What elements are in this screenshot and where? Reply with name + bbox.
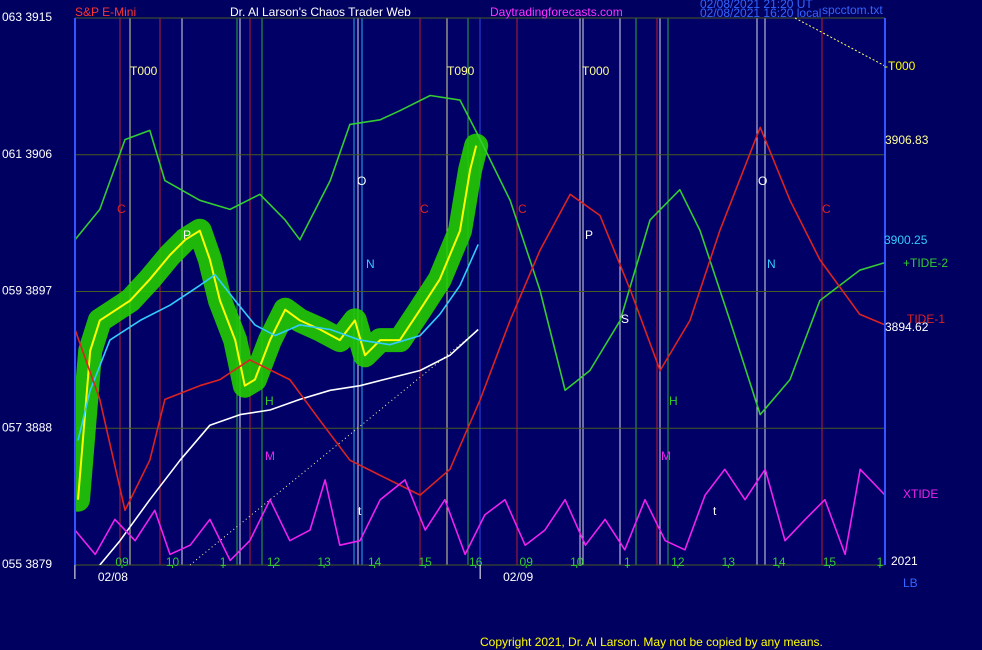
annotation: N xyxy=(366,257,375,271)
copyright: Copyright 2021, Dr. Al Larson. May not b… xyxy=(480,635,823,649)
x-tick-label: 13 xyxy=(317,555,331,569)
annotation: T090 xyxy=(447,64,475,78)
date-label: 02/08 xyxy=(98,570,128,584)
y-tick-label: 061 3906 xyxy=(2,147,52,161)
y-tick-label: 063 3915 xyxy=(2,10,52,24)
y-tick-label: 057 3888 xyxy=(2,420,52,434)
right-label: -T000 xyxy=(884,59,916,73)
right-label: TIDE-1 xyxy=(907,312,945,326)
x-tick-label: 09 xyxy=(520,555,534,569)
series-line xyxy=(77,244,479,441)
x-tick-label: 12 xyxy=(671,555,685,569)
x-tick-label: 13 xyxy=(722,555,736,569)
series-line xyxy=(75,94,885,416)
chart-title: Dr. Al Larson's Chaos Trader Web xyxy=(230,5,411,19)
annotation: S xyxy=(621,312,629,326)
annotation: T000 xyxy=(582,64,610,78)
right-label: 3900.25 xyxy=(884,233,928,247)
series-line xyxy=(75,126,885,512)
annotation: P xyxy=(585,228,593,242)
x-tick-label: 10 xyxy=(166,555,180,569)
labels: 055 3879 057 3888 059 3897 061 3906 063 3915… xyxy=(2,10,948,590)
annotation: O xyxy=(758,174,767,188)
x-tick-label: 14 xyxy=(368,555,382,569)
annotation: H xyxy=(265,394,274,408)
annotation: t xyxy=(358,504,362,518)
annotation: C xyxy=(518,202,527,216)
annotation: C xyxy=(117,202,126,216)
annotation: T000 xyxy=(130,64,158,78)
annotation: C xyxy=(420,202,429,216)
annotation: C xyxy=(822,202,831,216)
x-tick-label: 1 xyxy=(624,555,631,569)
x-tick-label: 1 xyxy=(220,555,227,569)
x-tick-label: 09 xyxy=(115,555,129,569)
x-tick-label: 14 xyxy=(772,555,786,569)
x-tick-label: 15 xyxy=(418,555,432,569)
x-tick-label: 15 xyxy=(823,555,837,569)
site: Daytradingforecasts.com xyxy=(490,5,623,19)
series-group xyxy=(75,94,885,565)
y-tick-label: 055 3879 xyxy=(2,557,52,571)
file-name: spcctom.txt xyxy=(822,3,883,17)
right-label: 2021 xyxy=(891,554,918,568)
x-tick-label: 16 xyxy=(469,555,483,569)
right-label: 3894.62 xyxy=(885,320,929,334)
x-tick-label: 1 xyxy=(877,555,884,569)
series-line xyxy=(99,328,479,565)
series-line xyxy=(77,145,478,500)
right-label: +TIDE-2 xyxy=(903,256,948,270)
annotation: M xyxy=(661,449,671,463)
right-label: LB xyxy=(903,576,918,590)
annotation: O xyxy=(357,174,366,188)
series-line xyxy=(75,468,885,562)
right-label: 3906.83 xyxy=(885,133,929,147)
annotation: t xyxy=(713,504,717,518)
x-tick-label: 12 xyxy=(267,555,281,569)
annotation: M xyxy=(265,449,275,463)
annotation: P xyxy=(183,228,191,242)
annotation: H xyxy=(669,394,678,408)
x-tick-label: 10 xyxy=(570,555,584,569)
symbol: S&P E-Mini xyxy=(75,5,136,19)
y-tick-label: 059 3897 xyxy=(2,284,52,298)
annotation: N xyxy=(767,257,776,271)
timestamp: 02/08/2021 16:20 local xyxy=(700,6,821,20)
timestamp: 02/08/2021 21:20 UT xyxy=(700,0,813,11)
trend-line xyxy=(794,17,886,67)
right-label: XTIDE xyxy=(903,487,938,501)
date-label: 02/09 xyxy=(503,570,533,584)
